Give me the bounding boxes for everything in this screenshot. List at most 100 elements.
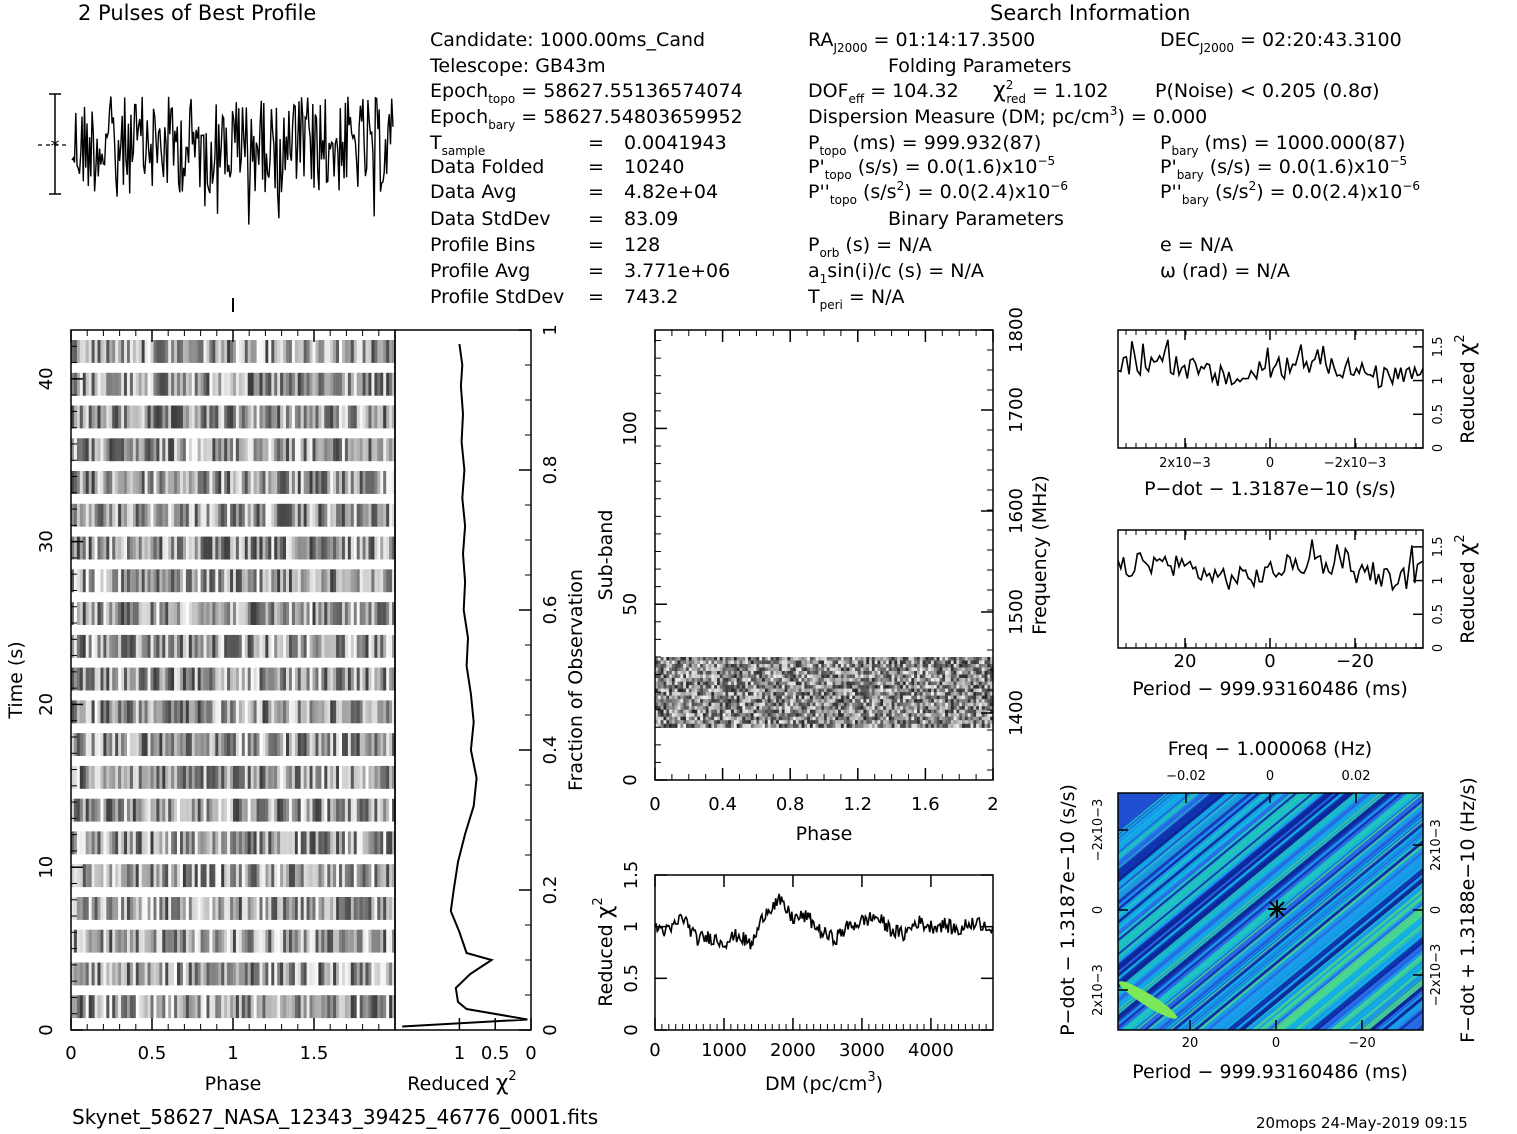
intensity-cell (745, 699, 748, 703)
intensity-cell (816, 682, 819, 686)
x-tick-label: 2 (987, 794, 998, 815)
intensity-cell (86, 733, 90, 756)
intensity-cell (227, 799, 231, 822)
error-bar-marker: * (51, 136, 60, 157)
intensity-cell (254, 635, 258, 658)
intensity-cell (254, 963, 258, 986)
intensity-cell (260, 963, 264, 986)
intensity-cell (215, 766, 219, 789)
intensity-cell (92, 700, 96, 723)
intensity-cell (151, 340, 155, 363)
intensity-cell (678, 668, 681, 672)
intensity-cell (351, 406, 355, 429)
time-chi2-frame (395, 330, 531, 1030)
intensity-cell (762, 685, 765, 689)
intensity-cell (195, 799, 199, 822)
intensity-cell (661, 671, 664, 675)
intensity-cell (931, 657, 934, 661)
intensity-cell (151, 668, 155, 691)
intensity-cell (162, 733, 166, 756)
intensity-cell (227, 602, 231, 625)
intensity-cell (678, 713, 681, 717)
intensity-cell (156, 668, 160, 691)
intensity-cell (816, 706, 819, 710)
intensity-cell (242, 373, 246, 396)
intensity-cell (351, 766, 355, 789)
intensity-cell (221, 995, 225, 1018)
intensity-cell (333, 995, 337, 1018)
intensity-cell (183, 831, 187, 854)
intensity-cell (948, 657, 951, 661)
intensity-cell (280, 504, 284, 527)
intensity-cell (931, 664, 934, 668)
intensity-cell (92, 897, 96, 920)
intensity-cell (324, 537, 328, 560)
intensity-cell (318, 700, 322, 723)
intensity-cell (274, 995, 278, 1018)
intensity-cell (985, 703, 988, 707)
intensity-cell (847, 720, 850, 724)
intensity-cell (177, 471, 181, 494)
intensity-cell (301, 995, 305, 1018)
intensity-cell (830, 720, 833, 724)
intensity-cell (301, 963, 305, 986)
intensity-cell (307, 635, 311, 658)
intensity-cell (339, 831, 343, 854)
intensity-cell (339, 635, 343, 658)
intensity-cell (151, 537, 155, 560)
intensity-cell (177, 537, 181, 560)
intensity-cell (260, 569, 264, 592)
intensity-cell (130, 504, 134, 527)
intensity-cell (98, 504, 102, 527)
intensity-cell (106, 733, 110, 756)
intensity-cell (324, 504, 328, 527)
intensity-cell (280, 995, 284, 1018)
intensity-cell (779, 661, 782, 665)
intensity-cell (139, 635, 143, 658)
intensity-cell (145, 700, 149, 723)
intensity-cell (248, 897, 252, 920)
intensity-cell (383, 995, 387, 1018)
intensity-cell (301, 668, 305, 691)
intensity-cell (948, 668, 951, 672)
intensity-cell (189, 406, 193, 429)
intensity-cell (931, 682, 934, 686)
y-tick-label: 0.8 (540, 456, 561, 485)
intensity-cell (863, 682, 866, 686)
intensity-cell (156, 438, 160, 461)
intensity-cell (714, 668, 717, 672)
intensity-cell (183, 406, 187, 429)
intensity-cell (371, 995, 375, 1018)
intensity-cell (389, 504, 393, 527)
intensity-cell (112, 700, 116, 723)
intensity-cell (371, 537, 375, 560)
intensity-cell (345, 733, 349, 756)
intensity-cell (183, 471, 187, 494)
intensity-cell (236, 668, 240, 691)
intensity-cell (215, 438, 219, 461)
intensity-cell (162, 831, 166, 854)
intensity-cell (965, 696, 968, 700)
intensity-cell (847, 671, 850, 675)
intensity-cell (171, 995, 175, 1018)
intensity-cell (357, 799, 361, 822)
intensity-cell (227, 864, 231, 887)
x-tick-label: 0.4 (708, 794, 737, 815)
intensity-cell (209, 897, 213, 920)
intensity-cell (366, 799, 370, 822)
intensity-cell (377, 373, 381, 396)
intensity-cell (118, 995, 122, 1018)
intensity-cell (678, 692, 681, 696)
intensity-cell (366, 340, 370, 363)
intensity-cell (124, 766, 128, 789)
intensity-cell (333, 864, 337, 887)
intensity-cell (286, 897, 290, 920)
intensity-cell (112, 471, 116, 494)
intensity-cell (124, 504, 128, 527)
intensity-cell (694, 706, 697, 710)
intensity-cell (883, 699, 886, 703)
intensity-cell (292, 537, 296, 560)
intensity-cell (118, 471, 122, 494)
intensity-cell (661, 692, 664, 696)
intensity-cell (130, 471, 134, 494)
